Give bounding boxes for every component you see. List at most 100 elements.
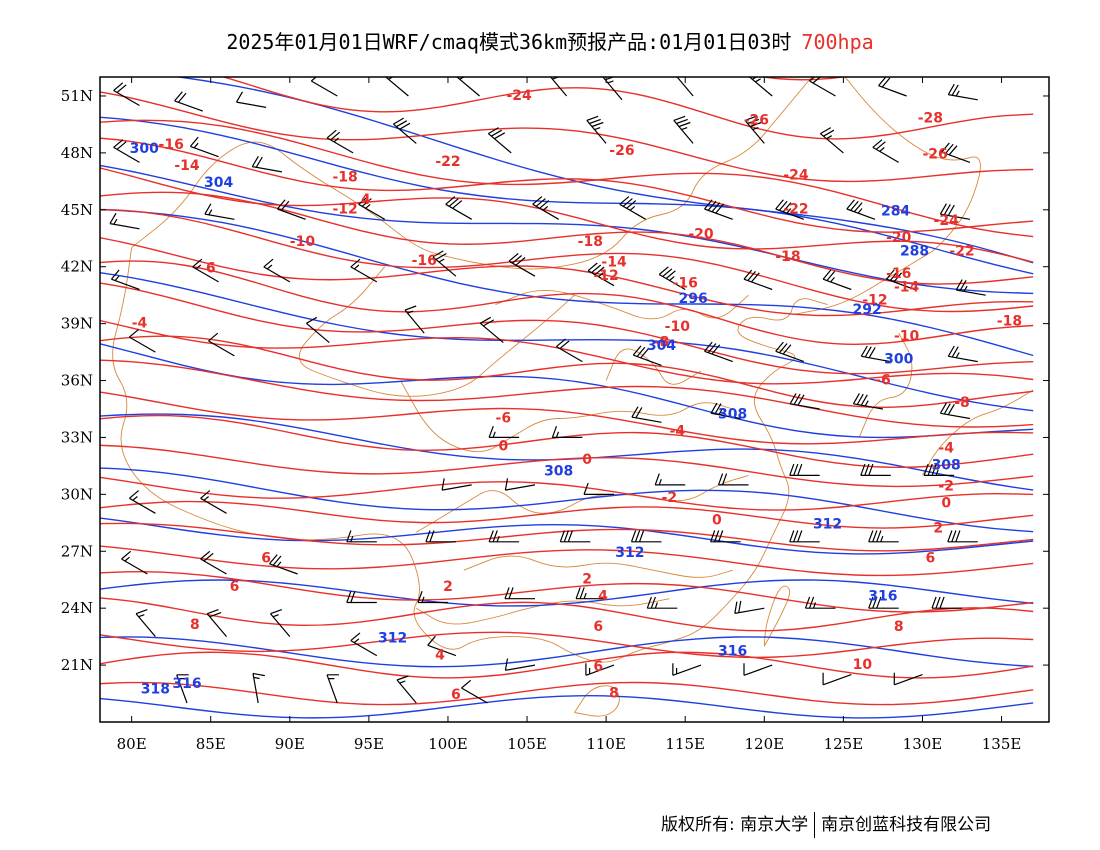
height-isoline xyxy=(100,579,1034,607)
wind-barb xyxy=(583,482,614,495)
wind-barb xyxy=(559,530,591,543)
wind-barb xyxy=(775,341,805,363)
temperature-isotherm xyxy=(758,77,849,81)
temperature-isotherm xyxy=(100,681,1034,706)
wind-barb xyxy=(504,658,536,671)
wind-barb xyxy=(129,490,156,514)
wind-barb xyxy=(587,262,615,287)
wind-barb xyxy=(744,115,765,144)
temperature-label: -28 xyxy=(918,111,943,127)
boundary-line xyxy=(112,247,828,663)
wind-barb xyxy=(710,402,741,420)
wind-barb xyxy=(868,596,899,609)
height-label: 312 xyxy=(615,545,644,561)
boundary-line xyxy=(574,685,620,717)
lat-tick-label: 27N xyxy=(61,542,93,560)
temperature-label: 8 xyxy=(894,619,904,635)
temperature-label: 6 xyxy=(206,260,216,276)
temperature-label: 8 xyxy=(609,685,619,701)
company-text: 南京创蓝科技有限公司 xyxy=(821,815,992,835)
height-isoline xyxy=(100,164,1034,295)
temperature-label: 2 xyxy=(933,520,943,536)
wind-barb xyxy=(176,674,189,704)
wind-barb xyxy=(432,250,457,277)
temperature-label: -26 xyxy=(609,143,634,159)
lat-tick-label: 33N xyxy=(61,428,93,446)
wind-barb xyxy=(549,77,568,97)
temperature-isotherm xyxy=(100,335,1034,409)
wind-barb xyxy=(235,91,267,108)
wind-barb xyxy=(743,269,773,291)
country-boundaries xyxy=(112,77,1034,717)
lat-tick-label: 36N xyxy=(61,372,93,390)
wind-barb xyxy=(717,473,749,486)
temperature-label: 10 xyxy=(853,657,873,673)
footer-separator xyxy=(814,812,816,838)
temperature-label: 6 xyxy=(593,659,603,675)
wind-barb xyxy=(135,609,156,637)
wind-barb xyxy=(276,199,306,220)
longitude-axis: 80E 85E 90E 95E 100E 105E 110E 115E 120E 125E 130E… xyxy=(117,77,1021,753)
temperature-label: -16 xyxy=(673,276,698,292)
height-label: 304 xyxy=(647,338,676,354)
wind-barb xyxy=(872,139,900,163)
lon-tick-label: 125E xyxy=(824,735,864,753)
wind-barb xyxy=(804,596,836,609)
wind-barb xyxy=(931,596,962,609)
wind-barb xyxy=(630,530,662,543)
wind-barb xyxy=(852,393,884,410)
height-label: 316 xyxy=(172,676,201,692)
wind-barb xyxy=(947,83,978,101)
temperature-label: 6 xyxy=(261,551,271,567)
wind-barb xyxy=(646,596,678,609)
height-isoline xyxy=(100,413,1034,491)
wind-barb xyxy=(350,258,378,283)
wind-barb xyxy=(575,587,607,600)
boundary-line xyxy=(298,266,575,397)
temperature-isotherm xyxy=(100,631,1034,659)
height-isoline xyxy=(100,208,1034,357)
map-frame xyxy=(99,76,1050,723)
wind-barb xyxy=(893,672,923,686)
wind-barb xyxy=(748,77,773,97)
wind-barb xyxy=(789,393,820,410)
wind-barb xyxy=(846,199,876,220)
wind-barb xyxy=(947,345,978,363)
wind-barb xyxy=(947,530,978,543)
wind-barb xyxy=(775,199,805,220)
temperature-label: -4 xyxy=(670,424,686,440)
wind-barb xyxy=(350,632,378,657)
wind-barb xyxy=(208,332,235,357)
temperature-label: -6 xyxy=(496,410,512,426)
temperature-label: -18 xyxy=(578,234,603,250)
wind-barb xyxy=(441,478,472,491)
wind-barb xyxy=(789,530,820,543)
wind-barb xyxy=(109,212,140,230)
wind-barb xyxy=(110,269,140,291)
height-label: 304 xyxy=(204,175,233,191)
lat-tick-label: 42N xyxy=(61,258,93,276)
temperature-isotherm xyxy=(100,391,1034,445)
lon-tick-label: 130E xyxy=(903,735,943,753)
height-label: 308 xyxy=(544,463,573,479)
temperature-label: -24 xyxy=(934,213,960,229)
wind-barb xyxy=(200,490,227,514)
height-label: 312 xyxy=(378,630,407,646)
height-isoline xyxy=(100,695,1034,719)
wind-barb xyxy=(658,266,686,291)
wind-barb xyxy=(602,77,623,101)
wind-barb xyxy=(263,258,291,283)
wind-barb xyxy=(631,406,662,423)
temperature-label: -14 xyxy=(174,158,200,174)
height-label: 288 xyxy=(900,243,929,259)
wind-barb xyxy=(113,139,140,163)
height-label: 284 xyxy=(881,203,910,219)
temperature-isotherm xyxy=(100,191,1034,285)
temperature-label: 6 xyxy=(451,687,461,703)
wind-barb xyxy=(326,674,339,704)
wind-barb xyxy=(551,425,583,438)
wind-barb xyxy=(358,196,385,220)
boundary-line xyxy=(732,77,981,315)
wind-barb xyxy=(704,199,733,220)
